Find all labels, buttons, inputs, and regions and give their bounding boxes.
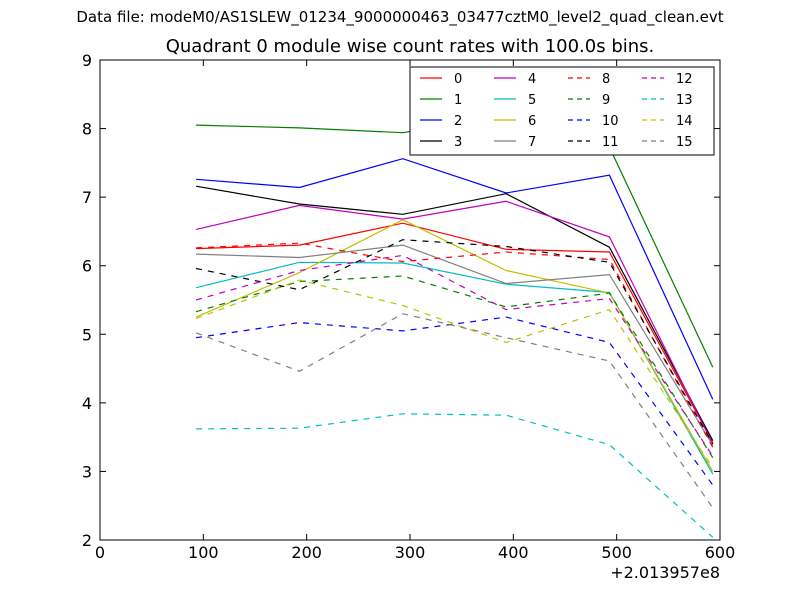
legend-label-12: 12 bbox=[676, 72, 693, 87]
chart-title: Quadrant 0 module wise count rates with … bbox=[165, 36, 655, 57]
y-tick-label: 9 bbox=[82, 51, 92, 70]
series-line-4 bbox=[195, 200, 714, 445]
legend-label-6: 6 bbox=[528, 114, 536, 129]
legend-label-4: 4 bbox=[528, 72, 536, 87]
series-line-10 bbox=[196, 316, 714, 486]
legend-box bbox=[409, 66, 715, 156]
legend-label-5: 5 bbox=[528, 93, 536, 108]
x-tick-label: 300 bbox=[395, 543, 426, 562]
figure-suptitle: Data file: modeM0/AS1SLEW_01234_90000004… bbox=[76, 8, 724, 26]
x-tick-label: 200 bbox=[291, 543, 322, 562]
x-tick-label: 100 bbox=[188, 543, 219, 562]
x-tick-label: 0 bbox=[95, 543, 105, 562]
legend-label-0: 0 bbox=[454, 72, 462, 87]
series-line-3 bbox=[195, 185, 714, 441]
y-tick-label: 3 bbox=[82, 462, 92, 481]
series-line-2 bbox=[196, 158, 714, 400]
legend-label-8: 8 bbox=[602, 72, 610, 87]
x-tick-label: 500 bbox=[601, 543, 632, 562]
x-tick-label: 400 bbox=[498, 543, 529, 562]
series-line-7 bbox=[196, 244, 714, 446]
series-line-9 bbox=[195, 275, 714, 459]
legend-label-2: 2 bbox=[454, 114, 462, 129]
series-line-12 bbox=[195, 254, 714, 457]
series-line-5 bbox=[195, 261, 714, 475]
y-tick-label: 8 bbox=[82, 120, 92, 139]
legend-label-13: 13 bbox=[676, 93, 693, 108]
legend-label-3: 3 bbox=[454, 135, 462, 150]
series-line-11 bbox=[195, 239, 714, 445]
legend-label-11: 11 bbox=[602, 135, 619, 150]
y-tick-label: 4 bbox=[82, 394, 92, 413]
series-line-0 bbox=[196, 222, 714, 443]
legend-label-9: 9 bbox=[602, 93, 610, 108]
x-tick-label: 600 bbox=[705, 543, 736, 562]
legend-label-1: 1 bbox=[454, 93, 462, 108]
x-offset-label: +2.013957e8 bbox=[610, 563, 720, 582]
series-line-8 bbox=[196, 242, 714, 448]
legend-label-14: 14 bbox=[676, 114, 693, 129]
series-layer bbox=[195, 114, 714, 538]
series-line-13 bbox=[196, 413, 714, 538]
legend-label-15: 15 bbox=[676, 135, 693, 150]
series-line-6 bbox=[195, 219, 714, 472]
y-tick-label: 6 bbox=[82, 257, 92, 276]
y-tick-label: 2 bbox=[82, 531, 92, 550]
legend-label-7: 7 bbox=[528, 135, 536, 150]
legend-label-10: 10 bbox=[602, 114, 619, 129]
y-tick-label: 5 bbox=[82, 325, 92, 344]
series-line-15 bbox=[195, 313, 714, 509]
y-tick-label: 7 bbox=[82, 188, 92, 207]
